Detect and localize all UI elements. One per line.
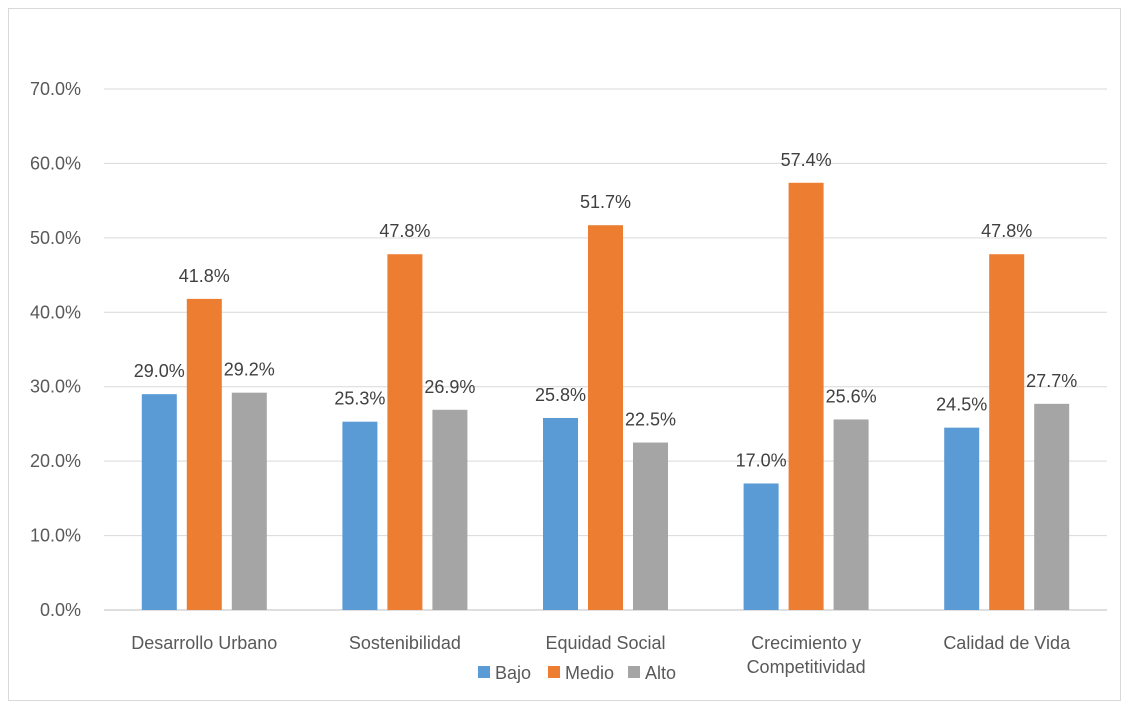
legend-swatch-medio bbox=[548, 666, 560, 678]
chart-frame: 0.0% 10.0% 20.0% 30.0% 40.0% 50.0% 60.0% 70.0% … bbox=[8, 8, 1121, 701]
y-tick-label: 10.0% bbox=[30, 526, 81, 546]
bar-bajo bbox=[342, 421, 378, 610]
y-axis-ticks: 0.0% 10.0% 20.0% 30.0% 40.0% 50.0% 60.0% 70.0% bbox=[30, 79, 81, 620]
data-label: 25.3% bbox=[334, 389, 385, 409]
bar-bajo bbox=[543, 417, 578, 610]
data-label: 25.6% bbox=[826, 386, 877, 406]
category-label: Crecimiento y Competitividad bbox=[747, 633, 866, 677]
bar-medio bbox=[989, 254, 1025, 610]
bar-medio bbox=[788, 182, 824, 610]
bar-alto bbox=[633, 442, 668, 610]
bar-medio bbox=[588, 225, 623, 610]
y-tick-label: 50.0% bbox=[30, 228, 81, 248]
data-label: 25.8% bbox=[535, 385, 586, 405]
legend-label-medio: Medio bbox=[565, 663, 614, 683]
data-label: 47.8% bbox=[379, 221, 430, 241]
data-labels: 29.0% 41.8% 29.2% 25.3% 47.8% 26.9% 25.8% 51.7%… bbox=[134, 150, 1077, 471]
bar-bajo bbox=[944, 427, 980, 610]
data-label: 57.4% bbox=[781, 150, 832, 170]
bar-alto bbox=[833, 419, 869, 610]
x-axis-categories: Desarrollo Urbano Sostenibilidad Equidad S… bbox=[131, 633, 1071, 677]
y-tick-label: 0.0% bbox=[40, 600, 81, 620]
data-label: 22.5% bbox=[625, 410, 676, 430]
category-label: Desarrollo Urbano bbox=[131, 633, 277, 653]
bar-alto bbox=[231, 392, 267, 610]
data-label: 24.5% bbox=[936, 395, 987, 415]
legend-swatch-bajo bbox=[478, 666, 490, 678]
bar-medio bbox=[387, 254, 423, 610]
data-label: 41.8% bbox=[179, 266, 230, 286]
data-label: 27.7% bbox=[1026, 371, 1077, 391]
y-tick-label: 30.0% bbox=[30, 377, 81, 397]
y-tick-label: 60.0% bbox=[30, 153, 81, 173]
data-label: 29.0% bbox=[134, 361, 185, 381]
category-label-line: Calidad de Vida bbox=[943, 633, 1071, 653]
bar-bajo bbox=[743, 483, 779, 610]
data-label: 26.9% bbox=[424, 377, 475, 397]
data-label: 47.8% bbox=[981, 221, 1032, 241]
data-label: 17.0% bbox=[736, 450, 787, 470]
y-tick-label: 40.0% bbox=[30, 302, 81, 322]
category-label-line: Sostenibilidad bbox=[349, 633, 461, 653]
bar-alto bbox=[1034, 403, 1070, 610]
category-label: Sostenibilidad bbox=[349, 633, 461, 653]
bar-chart: 0.0%10.0%20.0%30.0%40.0%50.0%60.0%70.0% … bbox=[30, 79, 1107, 683]
category-label-line: Desarrollo Urbano bbox=[131, 633, 277, 653]
bar-bajo bbox=[141, 394, 177, 610]
category-label: Equidad Social bbox=[545, 633, 665, 653]
legend-label-bajo: Bajo bbox=[495, 663, 531, 683]
bars bbox=[141, 182, 1070, 610]
category-label: Calidad de Vida bbox=[943, 633, 1071, 653]
y-tick-label: 70.0% bbox=[30, 79, 81, 99]
data-label: 29.2% bbox=[224, 360, 275, 380]
bar-alto bbox=[432, 409, 468, 610]
y-tick-label: 20.0% bbox=[30, 451, 81, 471]
category-label-line: Competitividad bbox=[747, 657, 866, 677]
legend: Bajo Medio Alto bbox=[478, 663, 676, 683]
category-label-line: Equidad Social bbox=[545, 633, 665, 653]
legend-swatch-alto bbox=[628, 666, 640, 678]
data-label: 51.7% bbox=[580, 192, 631, 212]
bar-medio bbox=[186, 298, 222, 610]
legend-label-alto: Alto bbox=[645, 663, 676, 683]
category-label-line: Crecimiento y bbox=[751, 633, 861, 653]
